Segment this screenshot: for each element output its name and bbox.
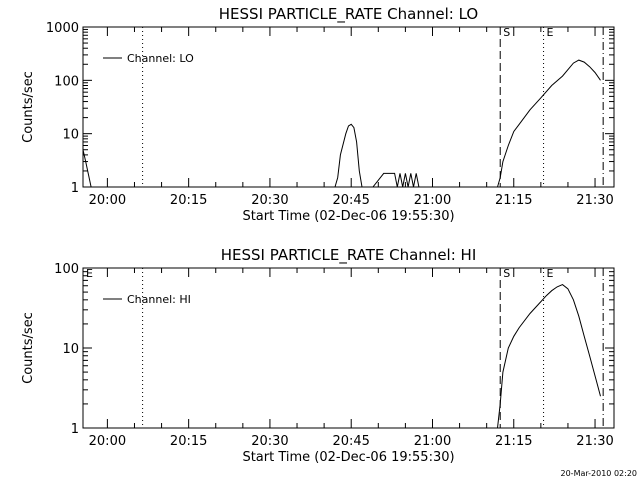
x-tick-label: 20:15 [170,193,207,208]
y-axis-title: Counts/sec [21,71,36,143]
y-tick-label: 100 [54,74,79,89]
footer-timestamp: 20-Mar-2010 02:20 [561,469,638,478]
chart-title: HESSI PARTICLE_RATE Channel: HI [221,246,477,265]
x-axis-title: Start Time (02-Dec-06 19:55:30) [242,209,454,224]
x-tick-label: 21:00 [414,434,451,449]
series-line-0 [497,284,601,428]
x-tick-label: 21:30 [576,434,613,449]
event-marker-label: S [503,26,510,39]
x-tick-label: 20:00 [89,434,126,449]
y-tick-label: 1 [71,181,79,196]
event-marker-label: S [503,267,510,280]
y-axis-title: Counts/sec [21,312,36,384]
x-tick-label: 20:30 [251,193,288,208]
x-tick-label: 20:00 [89,193,126,208]
x-tick-label: 21:15 [495,434,532,449]
y-tick-label: 1 [71,422,79,437]
plot-frame [82,267,615,429]
legend-label: Channel: LO [127,52,194,65]
x-tick-label: 20:45 [332,434,369,449]
event-marker-label: E [547,26,554,39]
plot-frame [82,26,615,188]
chart-panel-hi: HESSI PARTICLE_RATE Channel: HI E S E 20:00 2… [21,246,615,465]
x-tick-label: 20:45 [332,193,369,208]
series-line-0 [83,59,601,187]
y-tick-label: 1000 [46,21,79,36]
event-marker-label: E [86,267,93,280]
x-tick-label: 21:00 [414,193,451,208]
x-tick-label: 21:15 [495,193,532,208]
chart-title: HESSI PARTICLE_RATE Channel: LO [219,5,478,24]
x-axis-title: Start Time (02-Dec-06 19:55:30) [242,450,454,465]
x-tick-label: 20:30 [251,434,288,449]
y-tick-label: 100 [54,262,79,277]
x-tick-label: 20:15 [170,434,207,449]
x-tick-label: 21:30 [576,193,613,208]
y-tick-label: 10 [62,342,79,357]
chart-panel-lo: HESSI PARTICLE_RATE Channel: LO S E 20:00 20… [21,5,615,224]
legend-label: Channel: HI [127,293,191,306]
event-marker-label: E [547,267,554,280]
y-tick-label: 10 [62,128,79,143]
